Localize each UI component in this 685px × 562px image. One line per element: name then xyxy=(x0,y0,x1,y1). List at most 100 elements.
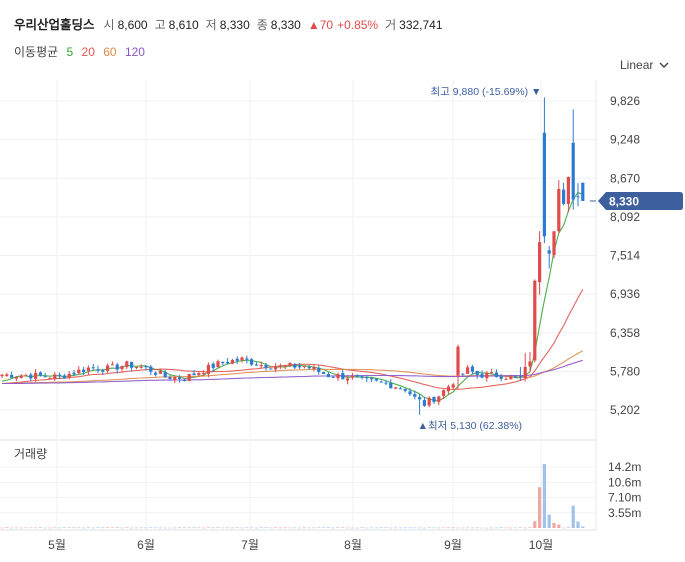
candle-body xyxy=(43,376,47,378)
candle-body xyxy=(58,374,62,376)
candle-body xyxy=(62,375,66,379)
volume-bar xyxy=(418,527,422,529)
candle-body xyxy=(470,366,474,372)
change-value: ▲70 xyxy=(307,18,334,32)
change-percent: +0.85% xyxy=(337,18,379,32)
candle-body xyxy=(110,364,114,366)
volume-bar xyxy=(394,527,398,529)
candle-body xyxy=(101,370,105,372)
volume-bar xyxy=(139,527,143,529)
candle-body xyxy=(475,371,479,375)
volume-bar xyxy=(384,527,388,529)
candle-body xyxy=(374,378,378,381)
open-label: 시 xyxy=(103,18,115,32)
volume-bar xyxy=(192,527,196,529)
ma-20-line xyxy=(1,289,584,390)
volume-bar xyxy=(350,527,354,529)
volume-bar xyxy=(134,527,138,529)
volume-bar xyxy=(360,527,364,529)
volume-bar xyxy=(461,527,465,529)
volume-bar xyxy=(437,527,441,529)
candle-body xyxy=(48,377,52,379)
candle-body xyxy=(427,397,431,406)
price-tick-label: 7,514 xyxy=(610,249,640,263)
volume-bar xyxy=(336,527,340,529)
volume-bar xyxy=(566,527,570,529)
candle-body xyxy=(566,176,570,204)
volume-bar xyxy=(77,527,81,529)
volume-bar xyxy=(557,524,561,528)
volume-bar xyxy=(269,527,273,529)
volume-bar xyxy=(403,527,407,529)
ma-20[interactable]: 20 xyxy=(81,45,95,59)
price-tick-label: 8,092 xyxy=(610,210,640,224)
volume-bar xyxy=(470,527,474,529)
candle-body xyxy=(302,366,306,368)
candle-body xyxy=(341,373,345,380)
volume-bar xyxy=(427,527,431,529)
candle-body xyxy=(24,375,28,377)
candle-body xyxy=(394,387,398,389)
candle-body xyxy=(451,384,455,388)
candle-body xyxy=(77,369,81,374)
candle-body xyxy=(91,367,95,369)
volume-bar xyxy=(494,527,498,529)
volume-bar xyxy=(408,527,412,529)
candle-body xyxy=(216,361,220,368)
ma-120[interactable]: 120 xyxy=(124,45,145,59)
volume-bar xyxy=(0,527,4,529)
volume-bar xyxy=(178,527,182,529)
volume-bar xyxy=(312,527,316,529)
candle-body xyxy=(10,374,14,378)
volume-value: 332,741 xyxy=(399,18,443,32)
volume-bar xyxy=(278,527,282,529)
month-tick-label: 6월 xyxy=(137,538,155,552)
candle-body xyxy=(418,397,422,400)
candle-body xyxy=(230,359,234,364)
candle-body xyxy=(139,366,143,368)
candle-body xyxy=(331,376,335,378)
volume-tick-label: 14.2m xyxy=(608,460,641,474)
ma-60[interactable]: 60 xyxy=(103,45,117,59)
candle-body xyxy=(120,366,124,370)
candle-body xyxy=(293,364,297,368)
candle-body xyxy=(106,365,110,372)
volume-bar xyxy=(389,527,393,529)
candle-body xyxy=(187,374,191,381)
volume-bar xyxy=(528,527,532,528)
volume-bar xyxy=(581,526,585,528)
volume-bar xyxy=(115,527,119,528)
volume-tick-label: 7.10m xyxy=(608,491,641,505)
volume-bar xyxy=(250,527,254,529)
volume-bar xyxy=(288,527,292,529)
price-tick-label: 5,202 xyxy=(610,403,640,417)
volume-bar xyxy=(86,527,90,529)
candle-body xyxy=(226,361,230,364)
volume-bar xyxy=(110,527,114,529)
high-label: 고 xyxy=(154,18,166,32)
candle-body xyxy=(389,382,393,389)
candle-body xyxy=(370,378,374,380)
volume-bar xyxy=(326,527,330,528)
candle-body xyxy=(461,373,465,375)
candle-body xyxy=(307,366,311,369)
volume-bar xyxy=(82,527,86,529)
candle-body xyxy=(466,367,470,374)
candle-body xyxy=(221,361,225,363)
candle-body xyxy=(298,366,302,368)
volume-bar xyxy=(154,527,158,529)
volume-tick-label: 10.6m xyxy=(608,475,641,489)
volume-bar xyxy=(302,527,306,529)
candle-body xyxy=(86,367,90,371)
chevron-down-icon xyxy=(659,62,669,68)
volume-bar xyxy=(245,527,249,529)
candle-body xyxy=(494,372,498,377)
candle-body xyxy=(96,369,100,371)
volume-bar xyxy=(547,514,551,528)
scale-select[interactable]: Linear xyxy=(620,58,669,72)
ma-5[interactable]: 5 xyxy=(66,45,74,59)
volume-bar xyxy=(509,527,513,529)
volume-bar xyxy=(62,527,66,529)
volume-bar xyxy=(317,527,321,528)
